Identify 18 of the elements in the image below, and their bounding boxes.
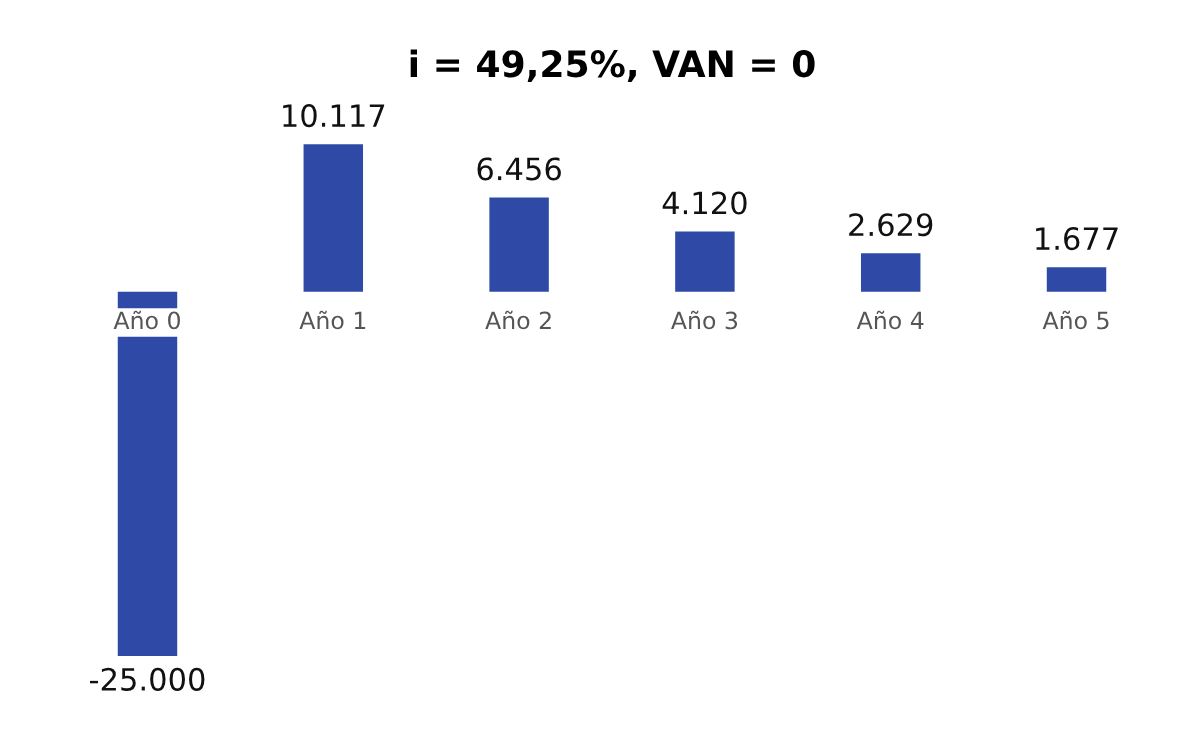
bar bbox=[1046, 267, 1107, 292]
x-tick-label: Año 1 bbox=[299, 310, 366, 330]
data-label: 10.117 bbox=[283, 104, 385, 128]
bar bbox=[675, 231, 735, 292]
data-label: 6.456 bbox=[477, 157, 561, 181]
data-label: 2.629 bbox=[849, 213, 933, 237]
x-tick-label: Año 4 bbox=[856, 310, 924, 330]
x-tick-label: Año 2 bbox=[485, 310, 551, 330]
data-label: -25.000 bbox=[90, 667, 205, 691]
data-label: 4.120 bbox=[662, 191, 747, 215]
x-tick-label: Año 0 bbox=[113, 310, 180, 330]
chart-title: i = 49,25%, VAN = 0 bbox=[410, 49, 815, 83]
x-tick-label: Año 5 bbox=[1042, 310, 1109, 330]
data-label: 1.677 bbox=[1036, 227, 1118, 251]
bar bbox=[860, 253, 921, 292]
bar bbox=[303, 144, 364, 292]
x-tick-label: Año 3 bbox=[671, 310, 738, 330]
bar bbox=[489, 197, 549, 292]
